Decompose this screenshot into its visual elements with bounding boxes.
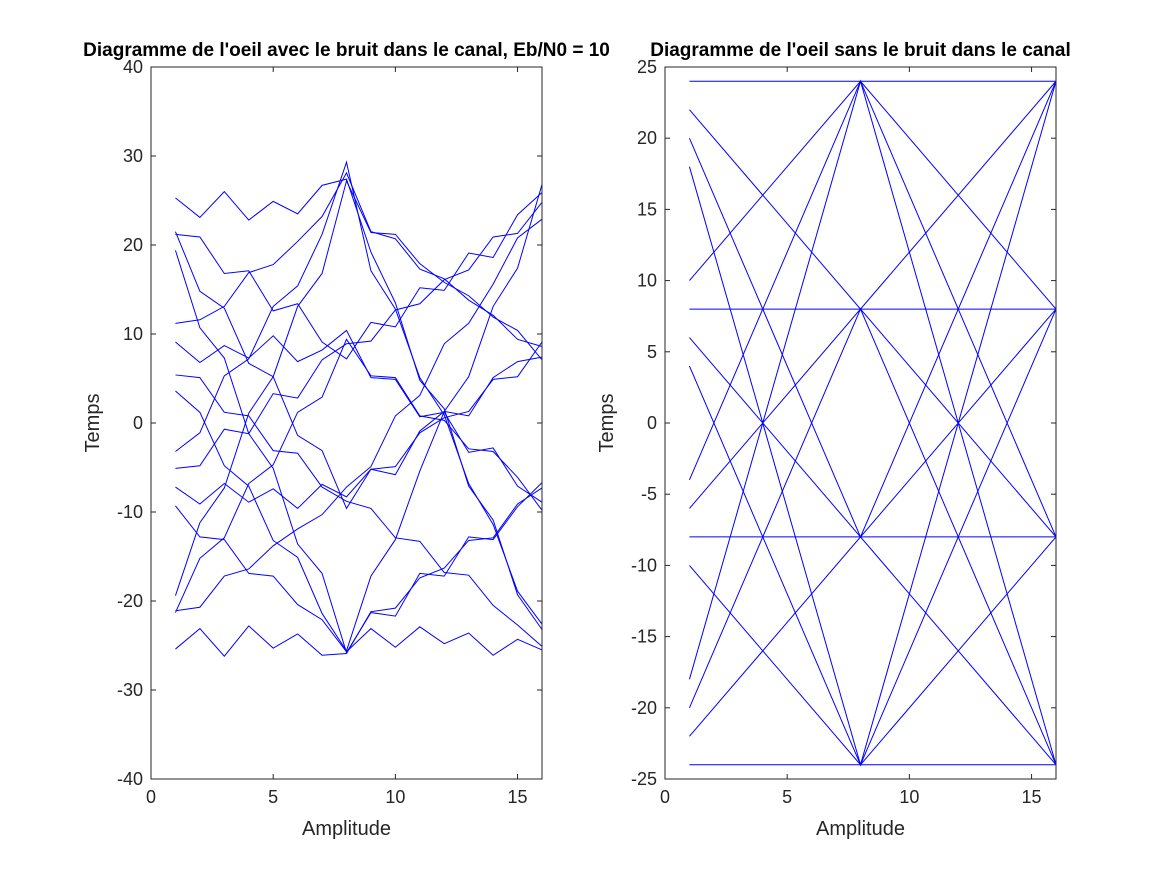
y-tick-label: -10 [631, 555, 657, 575]
x-tick-label: 10 [899, 787, 919, 807]
y-tick-label: 10 [123, 324, 143, 344]
x-tick-label: 15 [1022, 787, 1042, 807]
trace [175, 160, 543, 625]
trace [688, 307, 1057, 765]
y-tick-label: 5 [647, 342, 657, 362]
y-tick-label: -5 [641, 484, 657, 504]
y-tick-label: -20 [631, 698, 657, 718]
axes-background [665, 67, 1056, 779]
x-tick-label: 10 [385, 787, 405, 807]
y-tick-label: -20 [117, 591, 143, 611]
x-axis-label: Amplitude [816, 818, 905, 840]
y-tick-label: -10 [117, 502, 143, 522]
chart-title: Diagramme de l'oeil sans le bruit dans l… [650, 40, 1071, 61]
trace [175, 487, 543, 657]
y-axis-label: Temps [82, 394, 104, 453]
y-tick-label: 25 [637, 57, 657, 77]
trace [174, 231, 543, 510]
y-tick-label: 30 [123, 146, 143, 166]
x-tick-label: 15 [508, 787, 528, 807]
y-tick-label: 15 [637, 199, 657, 219]
y-tick-label: 10 [637, 271, 657, 291]
x-tick-label: 0 [146, 787, 156, 807]
chart-title: Diagramme de l'oeil avec le bruit dans l… [83, 40, 610, 61]
x-tick-label: 0 [660, 787, 670, 807]
y-tick-label: 20 [637, 128, 657, 148]
trace [175, 374, 543, 647]
trace [689, 536, 1057, 766]
trace [688, 79, 1057, 765]
x-axis-label: Amplitude [302, 818, 391, 840]
axes-background [151, 67, 542, 779]
trace [175, 171, 543, 347]
trace [175, 218, 543, 612]
y-tick-label: 20 [123, 235, 143, 255]
y-tick-label: 40 [123, 57, 143, 77]
y-axis-label: Temps [596, 394, 618, 453]
y-tick-label: -15 [631, 627, 657, 647]
x-tick-label: 5 [268, 787, 278, 807]
y-tick-label: -30 [117, 680, 143, 700]
y-tick-label: 0 [647, 413, 657, 433]
x-tick-label: 5 [782, 787, 792, 807]
trace [175, 184, 543, 652]
trace [175, 201, 543, 469]
trace [174, 338, 543, 613]
trace [175, 505, 543, 656]
y-tick-label: -25 [631, 769, 657, 789]
y-tick-label: -40 [117, 769, 143, 789]
trace [175, 341, 543, 510]
trace [174, 179, 543, 596]
trace [175, 192, 543, 360]
y-tick-label: 0 [133, 413, 143, 433]
